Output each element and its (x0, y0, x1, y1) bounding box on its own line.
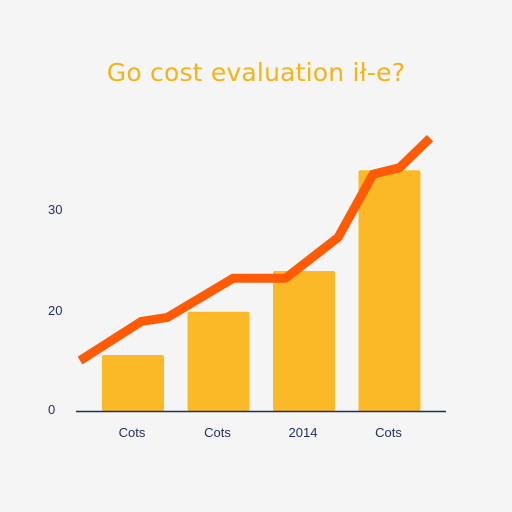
bar-3 (358, 170, 421, 411)
chart-title: Go cost evaluation ił-e? (106, 58, 406, 87)
x-tick-label: Cots (375, 425, 402, 440)
y-tick-label: 0 (48, 402, 55, 417)
bar-0 (102, 355, 164, 411)
bar-group (102, 170, 421, 411)
bar-2 (273, 271, 335, 411)
trend-line (77, 134, 434, 365)
x-tick-label: Cots (204, 425, 231, 440)
x-tick-group: Cots Cots 2014 Cots (119, 425, 403, 440)
x-tick-label: Cots (119, 425, 146, 440)
x-tick-label: 2014 (289, 425, 318, 440)
y-tick-label: 20 (48, 303, 62, 318)
y-tick-label: 30 (48, 202, 62, 217)
bar-1 (187, 311, 250, 411)
y-tick-group: 0 20 30 (48, 202, 62, 417)
